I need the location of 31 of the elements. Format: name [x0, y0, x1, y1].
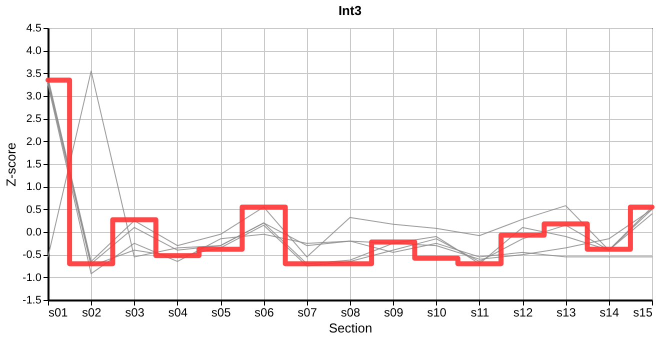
x-tick-label: s06	[254, 306, 274, 320]
y-tick-label: 3.5	[26, 68, 42, 80]
y-axis-title: Z-score	[4, 142, 19, 187]
y-tick-label: 4.0	[26, 45, 42, 58]
x-axis-title: Section	[328, 320, 372, 336]
y-tick-label: -0.5	[22, 249, 42, 262]
x-tick-label: s07	[298, 306, 318, 320]
x-tick-label: s03	[125, 306, 145, 320]
x-tick-label: s09	[384, 306, 404, 320]
x-tick-label: s14	[600, 306, 620, 320]
x-tick-label: s08	[340, 306, 360, 320]
x-tick-label: s02	[82, 306, 102, 320]
x-tick-label: s15	[633, 306, 653, 320]
y-tick-label: 2.5	[26, 113, 42, 126]
y-tick-label: 4.5	[26, 22, 42, 34]
chart-title: Int3	[338, 3, 362, 18]
y-tick-label: 0.5	[26, 204, 42, 216]
y-tick-label: 3.0	[26, 90, 42, 102]
x-tick-label: s11	[470, 306, 490, 320]
y-tick-label: -1.0	[22, 272, 42, 284]
y-tick-label: 0.0	[26, 226, 42, 238]
x-tick-label: s04	[168, 306, 188, 320]
x-tick-label: s12	[513, 306, 534, 320]
x-tick-label: s13	[556, 306, 576, 320]
y-tick-label: -1.5	[22, 294, 42, 306]
y-tick-label: 1.0	[26, 181, 42, 194]
y-tick-label: 1.5	[26, 158, 42, 170]
x-tick-label: s01	[48, 306, 68, 320]
x-tick-label: s10	[427, 306, 447, 320]
y-tick-label: 2.0	[26, 136, 42, 148]
x-tick-label: s05	[211, 306, 232, 320]
